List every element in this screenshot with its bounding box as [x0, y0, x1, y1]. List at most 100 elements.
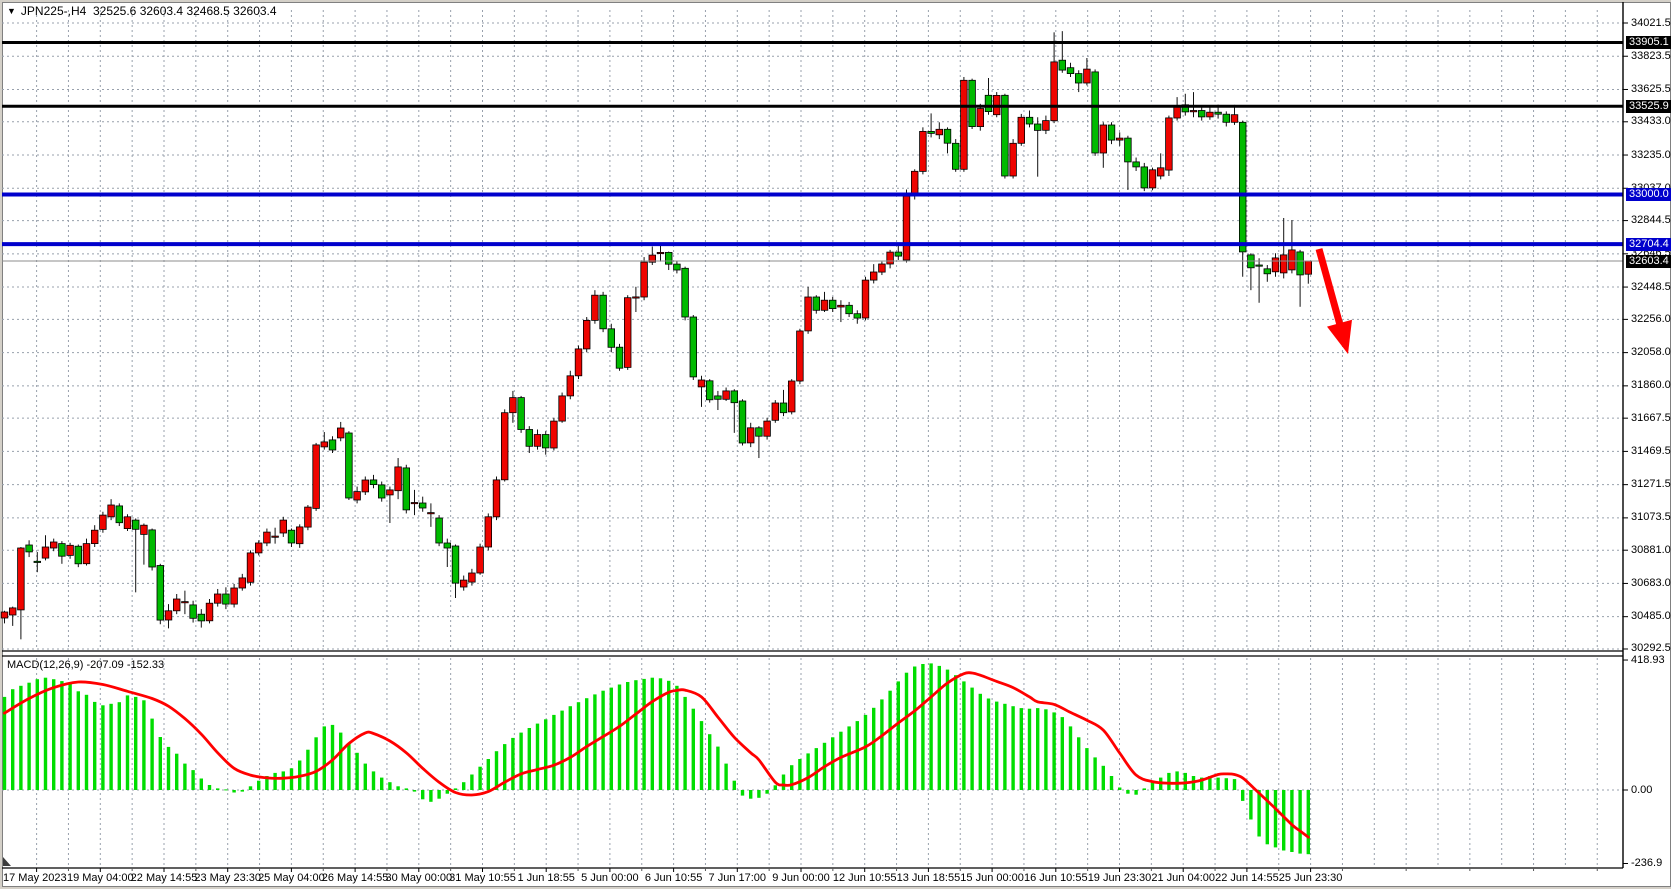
time-axis-label: 25 Jun 23:30 — [1278, 872, 1343, 884]
macd-histogram-bar — [937, 665, 941, 790]
candle-bull — [558, 395, 566, 422]
candle-bull — [246, 552, 255, 583]
candle-bear — [369, 479, 378, 485]
macd-histogram-bar — [183, 763, 187, 790]
trend-arrow-head[interactable] — [1327, 319, 1352, 354]
macd-histogram-bar — [60, 681, 64, 790]
macd-histogram-bar — [855, 721, 859, 790]
trend-arrow-shaft[interactable] — [1315, 248, 1345, 330]
macd-histogram-bar — [913, 666, 917, 790]
macd-histogram-bar — [1003, 703, 1007, 790]
candle-bear — [829, 299, 837, 310]
candle-bull — [697, 379, 706, 388]
candle-bull — [1206, 111, 1214, 118]
macd-histogram-bar — [19, 685, 23, 790]
candle-bear — [58, 543, 66, 557]
candle-bull — [82, 543, 91, 565]
macd-histogram-bar — [437, 790, 441, 799]
price-axis-label: 32448.5 — [1631, 280, 1671, 293]
macd-histogram-bar — [109, 703, 113, 790]
candle-bull — [320, 441, 328, 448]
price-tag-black: 32603.4 — [1626, 254, 1671, 268]
candle-bull — [1288, 249, 1296, 271]
time-axis-label: 7 Jun 17:00 — [708, 872, 767, 884]
time-axis-label: 16 Jun 10:55 — [1023, 872, 1088, 884]
macd-histogram-bar — [888, 690, 892, 790]
candle-bear — [1198, 110, 1206, 118]
macd-histogram-bar — [667, 680, 671, 790]
candle-bear — [33, 560, 41, 563]
candle-bear — [189, 604, 197, 619]
candle-bull — [566, 375, 574, 397]
macd-histogram-bar — [371, 771, 376, 790]
time-axis-label: 15 Jun 00:00 — [960, 872, 1024, 884]
macd-histogram-bar — [1118, 787, 1122, 790]
macd-histogram-bar — [716, 746, 720, 790]
candle-bull — [820, 299, 829, 311]
price-tag-blue: 32704.4 — [1626, 237, 1671, 251]
time-axis-label: 12 Jun 10:55 — [832, 872, 897, 884]
macd-value: -207.09 — [86, 659, 124, 671]
candle-bull — [50, 541, 58, 549]
candle-bull — [911, 170, 919, 197]
macd-histogram-bar — [691, 708, 695, 790]
collapse-arrow-icon[interactable]: ▼ — [7, 6, 16, 16]
macd-histogram-bar — [740, 790, 745, 796]
candle-bull — [771, 402, 779, 421]
candle-bull — [271, 535, 279, 538]
macd-histogram-bar — [68, 683, 72, 790]
candle-bull — [632, 296, 640, 299]
macd-histogram-bar — [1306, 790, 1310, 855]
panel-resize-gripper[interactable] — [3, 857, 11, 866]
candle-bull — [8, 607, 17, 616]
macd-histogram-bar — [650, 677, 654, 790]
macd-histogram-bar — [43, 677, 48, 790]
macd-histogram-bar — [1282, 790, 1286, 851]
macd-histogram-bar — [1183, 772, 1187, 790]
candle-bull — [591, 294, 599, 321]
macd-histogram-bar — [330, 724, 335, 790]
macd-histogram-bar — [962, 681, 966, 790]
price-tag-black: 33525.9 — [1626, 99, 1671, 113]
macd-histogram-bar — [93, 701, 97, 790]
price-tag-black: 33905.1 — [1626, 36, 1671, 50]
candle-bull — [295, 526, 304, 545]
candle-bull — [172, 598, 181, 612]
candle-bull — [312, 444, 320, 509]
macd-histogram-bar — [1077, 737, 1081, 790]
candle-bear — [525, 429, 533, 447]
macd-axis-label: 418.93 — [1631, 653, 1665, 666]
macd-histogram-bar — [35, 679, 39, 790]
candle-bull — [410, 502, 419, 505]
candle-bear — [927, 130, 935, 134]
macd-histogram-bar — [289, 768, 294, 790]
macd-histogram-bar — [642, 678, 646, 790]
candle-bear — [74, 545, 82, 565]
time-axis-label: 23 May 23:30 — [194, 872, 262, 884]
candle-bear — [714, 395, 722, 400]
macd-histogram-bar — [363, 763, 367, 790]
candle-bear — [328, 439, 337, 451]
ohlc-open: 32525.6 — [92, 4, 137, 18]
time-axis-label: 22 Jun 14:55 — [1215, 872, 1279, 884]
time-axis-label: 21 Jun 04:00 — [1151, 872, 1215, 884]
candle-bull — [1042, 120, 1050, 131]
macd-histogram-bar — [1036, 708, 1040, 790]
candle-bull — [886, 251, 894, 265]
candle-bull — [960, 79, 968, 170]
macd-histogram-bar — [470, 774, 474, 790]
candle-bear — [1066, 67, 1075, 74]
macd-histogram-bar — [1273, 790, 1278, 848]
candle-bull — [648, 254, 656, 263]
price-axis-label: 30683.0 — [1631, 576, 1671, 589]
macd-signal-value: -152.33 — [126, 659, 165, 671]
macd-histogram-bar — [995, 701, 999, 790]
candle-bear — [451, 545, 460, 584]
candle-bear — [517, 397, 525, 430]
candle-bull — [656, 251, 665, 254]
candle-bear — [377, 484, 386, 499]
macd-indicator-label: MACD(12,26,9) -207.09 -152.33 — [7, 659, 165, 671]
macd-histogram-bar — [773, 785, 777, 790]
candle-bull — [394, 466, 402, 492]
